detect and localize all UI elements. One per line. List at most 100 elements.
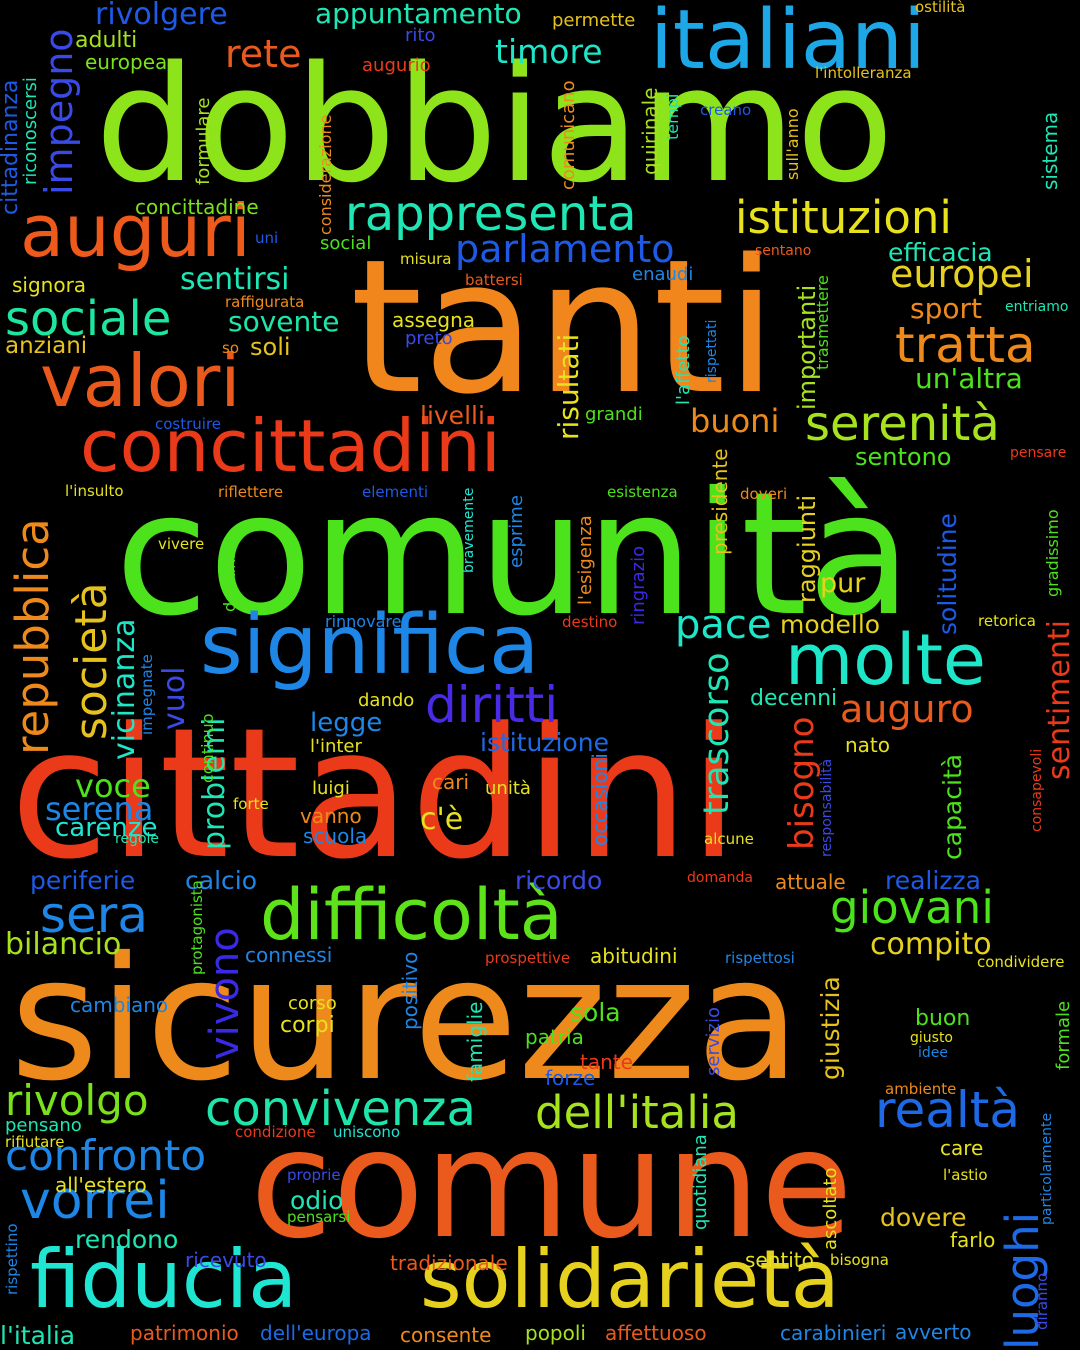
cloud-word: impegno [37, 28, 81, 195]
cloud-word: riflettere [218, 483, 284, 501]
cloud-word: sport [910, 292, 982, 325]
cloud-word: battersi [465, 271, 523, 289]
cloud-word: protagonista [188, 880, 206, 975]
cloud-word: comunicano [558, 80, 579, 190]
cloud-word: giustizia [816, 976, 845, 1080]
cloud-word: particolarmente [1039, 1112, 1055, 1225]
cloud-word: convivenza [205, 1081, 476, 1137]
cloud-word: servizio [703, 1007, 724, 1076]
cloud-word: giovani [830, 881, 994, 934]
cloud-word: attuale [775, 870, 846, 894]
cloud-word: realizza [885, 866, 981, 895]
cloud-word: pur [820, 568, 866, 599]
cloud-word: prospettive [485, 949, 571, 967]
cloud-word: tradizionale [390, 1251, 508, 1275]
cloud-word: l'italia [0, 1321, 76, 1350]
cloud-word: sentono [855, 443, 952, 471]
cloud-word: sull'anno [783, 108, 802, 180]
cloud-word: dell'anno [220, 538, 239, 612]
cloud-word: ambiente [885, 1080, 957, 1098]
cloud-word: cari [432, 770, 470, 794]
cloud-word: vanno [300, 804, 362, 828]
cloud-word: misura [400, 250, 452, 268]
cloud-word: popoli [525, 1321, 586, 1345]
cloud-word: condividere [977, 953, 1065, 971]
cloud-word: destino [562, 613, 618, 631]
cloud-word: comunità [115, 456, 912, 654]
cloud-word: elementi [362, 483, 429, 501]
cloud-word: realtà [875, 1081, 1020, 1139]
cloud-word: doveri [740, 485, 788, 503]
cloud-word: rete [225, 32, 302, 76]
cloud-word: solitudine [933, 513, 962, 635]
cloud-word: riconoscersi [20, 77, 41, 185]
cloud-word: esprime [506, 495, 527, 568]
cloud-word: decenni [750, 686, 838, 711]
cloud-word: ricevuto [185, 1248, 267, 1272]
cloud-word: livelli [420, 401, 485, 430]
cloud-word: un'altra [915, 362, 1023, 395]
cloud-word: concittadine [135, 195, 259, 219]
cloud-word: uniscono [333, 1123, 401, 1141]
cloud-word: raggiunti [793, 494, 821, 603]
cloud-word: bravemente [461, 487, 477, 573]
cloud-word: luigi [312, 778, 350, 799]
cloud-word: esistenza [607, 483, 678, 501]
cloud-word: enaudi [632, 264, 694, 285]
cloud-word: timore [495, 32, 603, 71]
cloud-word: diranno [1033, 1272, 1051, 1330]
cloud-word: periferie [30, 866, 136, 895]
cloud-word: rito [405, 25, 436, 46]
cloud-word: carabinieri [780, 1321, 887, 1345]
cloud-word: social [320, 233, 372, 254]
cloud-word: abitudini [590, 944, 678, 968]
cloud-word: quirinale [638, 87, 662, 176]
cloud-word: permette [552, 10, 636, 31]
cloud-word: capacità [938, 753, 967, 860]
cloud-word: assegna [392, 308, 476, 332]
cloud-word: avverto [895, 1320, 972, 1344]
cloud-word: costruire [155, 415, 222, 433]
cloud-word: sera [40, 886, 149, 944]
cloud-word: auguro [840, 687, 974, 731]
cloud-word: l'insulto [65, 482, 124, 500]
cloud-word: patrimonio [130, 1321, 239, 1345]
cloud-word: confronto [5, 1131, 207, 1180]
cloud-word: occasioni [588, 753, 612, 846]
cloud-word: all'estero [55, 1173, 147, 1197]
cloud-word: fiducia [30, 1233, 298, 1326]
cloud-word: cittadini [10, 690, 739, 899]
cloud-word: dando [358, 690, 415, 711]
cloud-word: efficacia [888, 238, 993, 267]
cloud-word: cambiano [70, 993, 169, 1017]
cloud-word: sola [570, 998, 621, 1027]
cloud-word: pensare [1010, 445, 1067, 461]
cloud-word: cittadinanza [0, 79, 23, 215]
cloud-word: scuola [303, 824, 368, 848]
cloud-word: carenze [55, 813, 158, 843]
cloud-word: ascoltato [820, 1167, 841, 1250]
cloud-word: compito [870, 927, 992, 962]
cloud-word: care [940, 1136, 984, 1160]
cloud-word: dobbiamo [95, 31, 894, 218]
cloud-word: alcune [704, 830, 754, 848]
cloud-word: patria [525, 1025, 584, 1049]
cloud-word: sentirsi [180, 262, 290, 297]
cloud-word: responsabilità [819, 758, 835, 857]
cloud-word: buoni [690, 402, 780, 440]
cloud-word: europei [890, 252, 1034, 296]
cloud-word: significa [200, 598, 540, 693]
cloud-word: bisogno [782, 716, 822, 850]
cloud-word: calcio [185, 866, 257, 895]
cloud-word: considerazione [316, 114, 335, 235]
cloud-word: vorrei [20, 1171, 170, 1231]
cloud-word: giusto [910, 1030, 953, 1046]
cloud-word: consente [400, 1323, 492, 1347]
cloud-word: condizione [235, 1123, 316, 1141]
cloud-word: tanti [350, 219, 778, 435]
cloud-word: solidarietà [420, 1233, 840, 1326]
cloud-word: l'affetto [673, 335, 694, 405]
cloud-word: dell'italia [535, 1086, 739, 1139]
cloud-word: l'inter [310, 736, 362, 757]
cloud-word: rifiutare [5, 1133, 65, 1151]
